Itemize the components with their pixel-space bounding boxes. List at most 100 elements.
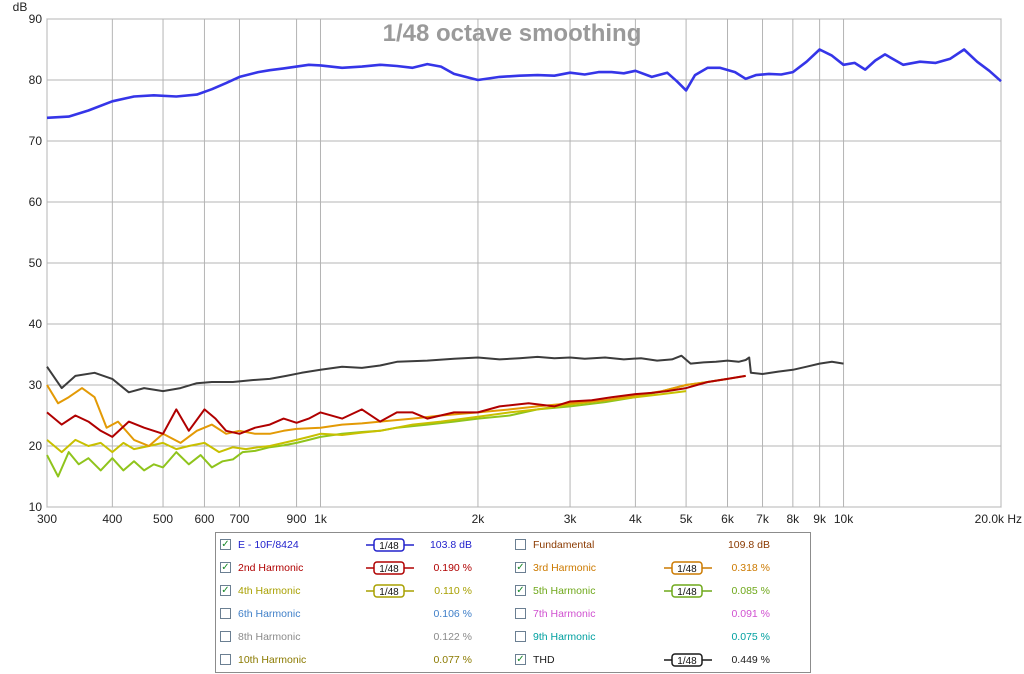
- legend-entry-5th-harmonic: ✓ 5th Harmonic 1/48 0.085 %: [216, 581, 810, 601]
- smoothing-selector[interactable]: 1/48: [366, 538, 414, 552]
- legend-entry-4th-harmonic: ✓ 4th Harmonic 1/48 0.110 %: [216, 581, 810, 601]
- frequency-response-chart: 1/48 octave smoothing dB 10 20 30 40 50 60 70 8…: [13, 0, 1022, 526]
- legend-entry-6th-harmonic: 6th Harmonic 0.106 %: [216, 604, 810, 624]
- legend-label: 9th Harmonic: [533, 631, 596, 643]
- legend-value: 0.085 %: [731, 585, 770, 597]
- legend-label: 4th Harmonic: [238, 585, 301, 597]
- y-tick-label: 70: [29, 134, 43, 148]
- y-tick-label: 30: [29, 378, 43, 392]
- x-tick-label: 700: [229, 512, 249, 526]
- legend-entry-9th-harmonic: 9th Harmonic 0.075 %: [216, 627, 810, 647]
- x-tick-label: 500: [153, 512, 173, 526]
- legend-label: 8th Harmonic: [238, 631, 301, 643]
- legend-checkbox[interactable]: [515, 631, 526, 642]
- legend-value: 109.8 dB: [727, 539, 770, 551]
- y-tick-label: 60: [29, 195, 43, 209]
- y-tick-label: 40: [29, 317, 43, 331]
- legend-value: 103.8 dB: [429, 539, 472, 551]
- legend-entry-10th-harmonic: 10th Harmonic 0.077 %: [216, 650, 810, 670]
- legend-checkbox[interactable]: ✓: [220, 562, 231, 573]
- x-tick-label: 7k: [756, 512, 770, 526]
- legend-checkbox[interactable]: ✓: [220, 585, 231, 596]
- legend-checkbox[interactable]: [515, 608, 526, 619]
- legend-label: 6th Harmonic: [238, 608, 301, 620]
- smoothing-label: 1/48: [379, 587, 399, 598]
- x-tick-label: 10k: [834, 512, 854, 526]
- x-tick-label: 2k: [472, 512, 486, 526]
- x-tick-label: 8k: [787, 512, 801, 526]
- x-gridlines: [46, 19, 1002, 507]
- legend-value: 0.449 %: [731, 654, 770, 666]
- smoothing-selector[interactable]: 1/48: [366, 584, 414, 598]
- legend-entry-2nd-harmonic: ✓ 2nd Harmonic 1/48 0.190 %: [216, 558, 810, 578]
- legend-checkbox[interactable]: [220, 654, 231, 665]
- x-tick-label: 20.0k Hz: [975, 512, 1022, 526]
- legend-value: 0.318 %: [731, 562, 770, 574]
- series-lines: [46, 48, 1002, 478]
- legend-label: THD: [533, 654, 555, 666]
- legend-label: E - 10F/8424: [238, 539, 299, 551]
- smoothing-selector[interactable]: 1/48: [664, 584, 712, 598]
- series-line-4th-harmonic: [46, 390, 687, 454]
- y-tick-label: 80: [29, 73, 43, 87]
- x-tick-label: 900: [287, 512, 307, 526]
- legend-entry-thd: ✓ THD 1/48 0.449 %: [216, 650, 810, 670]
- x-tick-label: 5k: [680, 512, 694, 526]
- legend-checkbox[interactable]: ✓: [220, 539, 231, 550]
- smoothing-label: 1/48: [677, 656, 697, 667]
- x-tick-label: 4k: [629, 512, 643, 526]
- legend-checkbox[interactable]: [220, 608, 231, 619]
- x-tick-label: 3k: [564, 512, 578, 526]
- x-tick-label: 6k: [721, 512, 735, 526]
- smoothing-selector[interactable]: 1/48: [664, 561, 712, 575]
- legend-value: 0.077 %: [433, 654, 472, 666]
- legend-entry-3rd-harmonic: ✓ 3rd Harmonic 1/48 0.318 %: [216, 558, 810, 578]
- smoothing-label: 1/48: [379, 564, 399, 575]
- legend-checkbox[interactable]: ✓: [515, 654, 526, 665]
- legend-label: 10th Harmonic: [238, 654, 307, 666]
- chart-title: 1/48 octave smoothing: [383, 20, 642, 47]
- y-gridlines: [47, 18, 1001, 508]
- y-tick-label: 50: [29, 256, 43, 270]
- legend-label: 2nd Harmonic: [238, 562, 304, 574]
- legend-entry-e-10f-8424: ✓ E - 10F/8424 1/48 103.8 dB: [216, 535, 810, 555]
- y-tick-label: 20: [29, 439, 43, 453]
- legend-value: 0.122 %: [433, 631, 472, 643]
- legend-value: 0.106 %: [433, 608, 472, 620]
- legend-entry-7th-harmonic: 7th Harmonic 0.091 %: [216, 604, 810, 624]
- legend-value: 0.190 %: [433, 562, 472, 574]
- y-tick-labels: 10 20 30 40 50 60 70 80 90: [29, 12, 43, 514]
- y-unit-label: dB: [13, 0, 28, 14]
- smoothing-label: 1/48: [677, 587, 697, 598]
- legend-label: 3rd Harmonic: [533, 562, 597, 574]
- legend-label: 5th Harmonic: [533, 585, 596, 597]
- series-line-2nd-harmonic: [46, 374, 746, 438]
- y-tick-label: 10: [29, 500, 43, 514]
- legend-checkbox[interactable]: ✓: [515, 562, 526, 573]
- legend-checkbox[interactable]: [220, 631, 231, 642]
- series-line-e-10f-8424: [46, 48, 1002, 120]
- x-tick-labels: 300 400 500 600 700 900 1k 2k 3k 4k 5k 6k 7k 8k 9k 10k 2…: [37, 512, 1022, 526]
- smoothing-selector[interactable]: 1/48: [366, 561, 414, 575]
- legend-value: 0.110 %: [434, 585, 472, 597]
- x-tick-label: 1k: [314, 512, 328, 526]
- legend-entry-fundamental: Fundamental 109.8 dB: [216, 535, 810, 555]
- x-tick-label: 9k: [813, 512, 827, 526]
- x-tick-label: 600: [194, 512, 214, 526]
- series-line-3rd-harmonic: [46, 374, 746, 447]
- legend-label: Fundamental: [533, 539, 595, 551]
- smoothing-selector[interactable]: 1/48: [664, 653, 712, 667]
- x-tick-label: 300: [37, 512, 57, 526]
- legend-entry-8th-harmonic: 8th Harmonic 0.122 %: [216, 627, 810, 647]
- y-tick-label: 90: [29, 12, 43, 26]
- legend-value: 0.075 %: [731, 631, 770, 643]
- legend-value: 0.091 %: [731, 608, 770, 620]
- legend-label: 7th Harmonic: [533, 608, 596, 620]
- series-line-thd: [46, 354, 844, 394]
- smoothing-label: 1/48: [379, 541, 399, 552]
- legend-checkbox[interactable]: [515, 539, 526, 550]
- legend-panel: ✓ E - 10F/8424 1/48 103.8 dB Fundamental 109.…: [215, 532, 811, 673]
- x-tick-label: 400: [102, 512, 122, 526]
- legend-checkbox[interactable]: ✓: [515, 585, 526, 596]
- smoothing-label: 1/48: [677, 564, 697, 575]
